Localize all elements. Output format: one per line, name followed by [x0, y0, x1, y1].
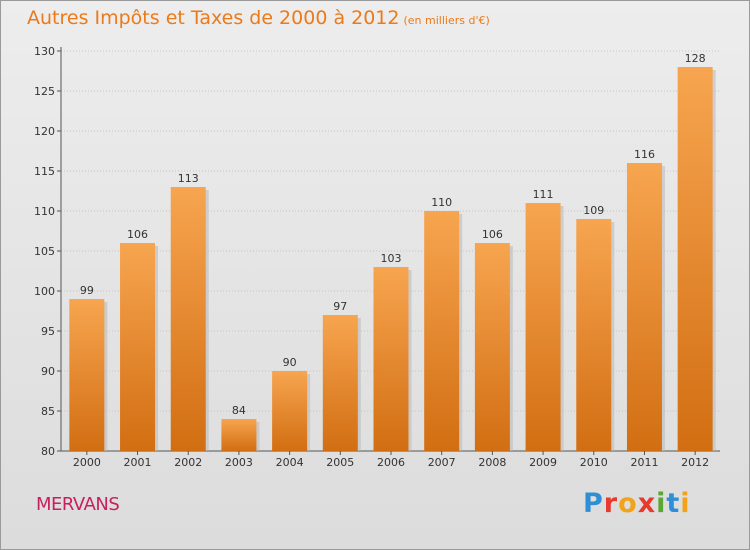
bar [221, 419, 257, 451]
y-tick-labels: 80 85 90 95 100 105 110 115 120 125 130 [34, 45, 55, 458]
y-tick-label: 85 [41, 405, 55, 418]
x-tick-label: 2011 [630, 456, 658, 469]
chart-title-text: Autres Impôts et Taxes de 2000 à 2012 [27, 7, 400, 29]
y-tick-label: 120 [34, 125, 55, 138]
x-tick-label: 2006 [377, 456, 405, 469]
bar [677, 67, 713, 451]
x-tick-label: 2005 [326, 456, 354, 469]
x-tick-labels: 2000 2001 2002 2003 2004 2005 2006 2007 2008 2009… [73, 456, 709, 469]
chart-subtitle: (en milliers d'€) [403, 14, 490, 27]
bar-value-label: 103 [381, 252, 402, 265]
bar-value-label: 113 [178, 172, 199, 185]
logo-letter: r [603, 488, 619, 519]
x-tick-label: 2004 [276, 456, 304, 469]
x-tick-label: 2003 [225, 456, 253, 469]
bar-value-label: 84 [232, 404, 246, 417]
bar [576, 219, 612, 451]
logo-letter: t [666, 488, 681, 519]
bar-value-label: 106 [482, 228, 503, 241]
bar [525, 203, 561, 451]
bar-value-label: 116 [634, 148, 655, 161]
y-tick-label: 105 [34, 245, 55, 258]
bar-value-label: 128 [685, 52, 706, 65]
bars [69, 67, 716, 451]
bar-value-label: 110 [431, 196, 452, 209]
bar [170, 187, 206, 451]
bar [272, 371, 308, 451]
x-tick-label: 2000 [73, 456, 101, 469]
x-tick-label: 2002 [174, 456, 202, 469]
logo-letter: i [656, 488, 667, 519]
x-tick-label: 2012 [681, 456, 709, 469]
x-tick-label: 2009 [529, 456, 557, 469]
bar [322, 315, 358, 451]
chart-title: Autres Impôts et Taxes de 2000 à 2012 (en… [27, 7, 490, 29]
bar-value-label: 99 [80, 284, 94, 297]
bar [626, 163, 662, 451]
bar-value-label: 97 [333, 300, 347, 313]
y-tick-label: 80 [41, 445, 55, 458]
bar [69, 299, 105, 451]
value-labels: 99 106 113 84 90 97 103 110 106 111 109 116 128 [80, 52, 706, 417]
logo-letter: P [583, 488, 604, 519]
y-tick-label: 90 [41, 365, 55, 378]
bar-value-label: 90 [283, 356, 297, 369]
bar-value-label: 109 [583, 204, 604, 217]
logo-letter: o [618, 488, 638, 519]
x-tick-label: 2007 [428, 456, 456, 469]
x-tick-label: 2010 [580, 456, 608, 469]
y-tick-label: 95 [41, 325, 55, 338]
bar-value-label: 111 [533, 188, 554, 201]
y-tick-label: 130 [34, 45, 55, 58]
bar [120, 243, 156, 451]
x-tick-label: 2008 [478, 456, 506, 469]
x-tick-label: 2001 [124, 456, 152, 469]
bar [373, 267, 409, 451]
bar-value-label: 106 [127, 228, 148, 241]
proxiti-logo: Proxiti [583, 488, 691, 519]
bar [474, 243, 510, 451]
y-tick-label: 125 [34, 85, 55, 98]
city-name: MERVANS [36, 494, 120, 515]
logo-letter: x [637, 488, 657, 519]
bar [424, 211, 460, 451]
y-tick-label: 115 [34, 165, 55, 178]
logo-letter: i [680, 488, 691, 519]
y-tick-label: 110 [34, 205, 55, 218]
y-tick-label: 100 [34, 285, 55, 298]
